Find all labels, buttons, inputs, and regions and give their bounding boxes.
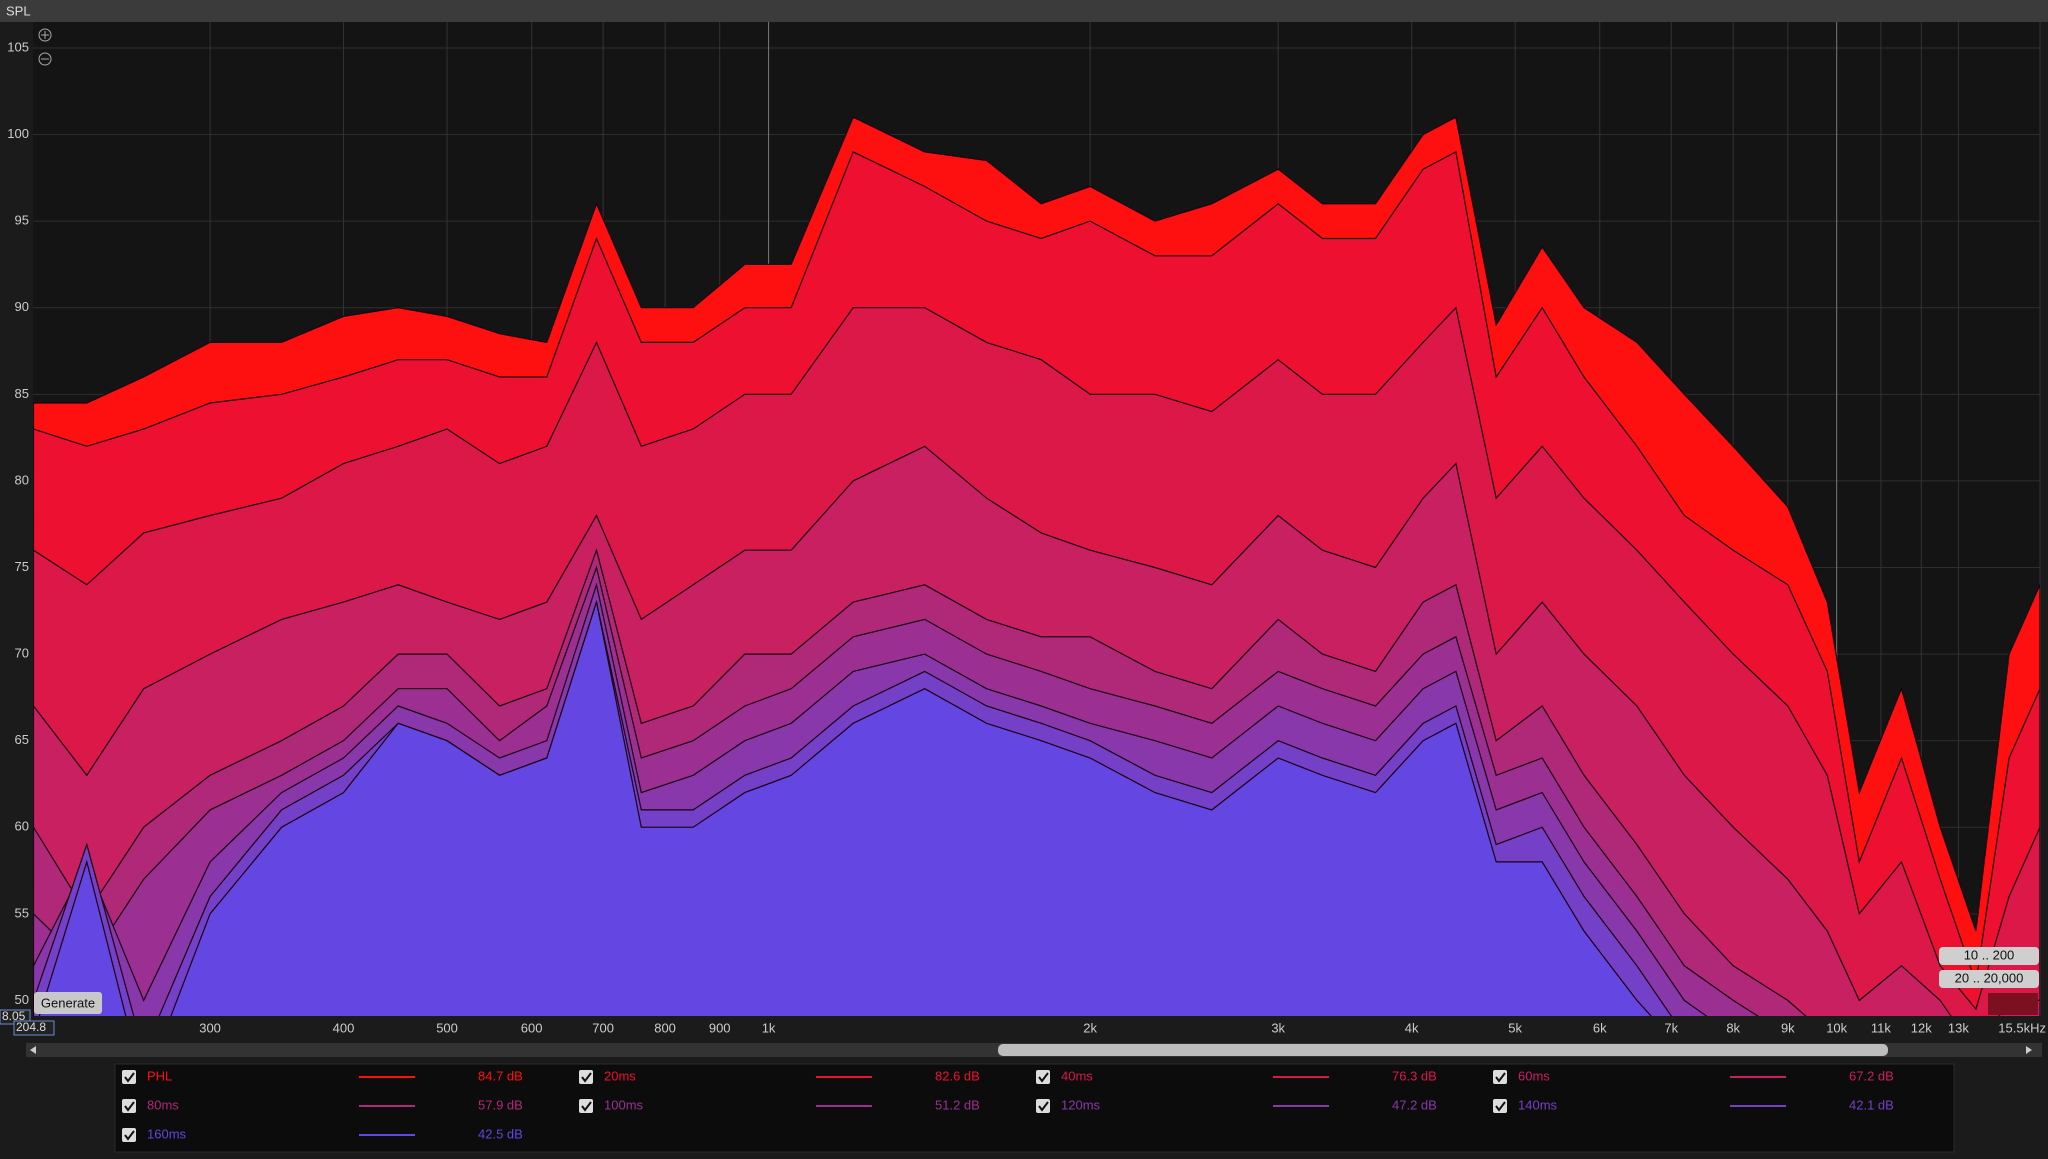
cursor-y: 8.05: [2, 1009, 26, 1023]
y-tick-label: 85: [15, 386, 29, 401]
x-tick-label: 2k: [1083, 1020, 1097, 1035]
y-tick-label: 80: [15, 472, 29, 487]
x-tick-label: 15.5kHz: [1998, 1020, 2046, 1035]
x-tick-label: 8k: [1726, 1020, 1740, 1035]
panel-title: SPL: [6, 3, 31, 18]
x-tick-label: 700: [592, 1020, 614, 1035]
legend-readout: 57.9 dB: [478, 1097, 523, 1112]
x-tick-label: 4k: [1405, 1020, 1419, 1035]
legend-name: 20ms: [604, 1068, 636, 1083]
legend-check: [1495, 1072, 1506, 1083]
y-tick-label: 100: [7, 126, 29, 141]
x-tick-label: 900: [709, 1020, 731, 1035]
x-tick-label: 12k: [1911, 1020, 1932, 1035]
legend-name: 40ms: [1061, 1068, 1093, 1083]
y-tick-label: 95: [15, 213, 29, 228]
legend-checkbox[interactable]: [122, 1099, 136, 1113]
scrollbar-thumb[interactable]: [998, 1044, 1888, 1056]
x-tick-label: 300: [199, 1020, 221, 1035]
legend-check: [581, 1072, 592, 1083]
y-tick-label: 50: [15, 992, 29, 1007]
x-tick-label: 7k: [1664, 1020, 1678, 1035]
legend-check: [1038, 1072, 1049, 1083]
y-tick-label: 55: [15, 905, 29, 920]
y-tick-label: 70: [15, 646, 29, 661]
title-strip: [0, 0, 2048, 22]
legend-readout: 47.2 dB: [1392, 1097, 1437, 1112]
cursor-x: 204.8: [16, 1020, 46, 1034]
legend-checkbox[interactable]: [579, 1070, 593, 1084]
zoom-in[interactable]: [38, 28, 52, 42]
legend-name: 140ms: [1518, 1097, 1558, 1112]
x-tick-label: 1k: [762, 1020, 776, 1035]
x-tick-label: 6k: [1593, 1020, 1607, 1035]
legend-checkbox[interactable]: [1493, 1099, 1507, 1113]
legend-checkbox[interactable]: [1036, 1070, 1050, 1084]
x-tick-label: 500: [436, 1020, 458, 1035]
range-button-label: 10 .. 200: [1964, 947, 2015, 962]
legend-name: PHL: [147, 1068, 172, 1083]
legend-checkbox[interactable]: [1493, 1070, 1507, 1084]
axis-labels: 50 55 60 65 70 75 80 85 90 95 100 105 300 400 500 600 70…: [7, 39, 2046, 1035]
x-tick-label: 13k: [1948, 1020, 1969, 1035]
x-tick-label: 5k: [1508, 1020, 1522, 1035]
zoom-panel[interactable]: [1988, 993, 2038, 1015]
y-tick-label: 75: [15, 559, 29, 574]
x-tick-label: 11k: [1871, 1020, 1891, 1035]
legend-readout: 76.3 dB: [1392, 1068, 1437, 1083]
legend-name: 80ms: [147, 1097, 179, 1112]
legend-checkbox[interactable]: [122, 1128, 136, 1142]
legend-checkbox[interactable]: [1036, 1099, 1050, 1113]
legend-readout: 42.1 dB: [1849, 1097, 1894, 1112]
y-tick-label: 60: [15, 819, 29, 834]
x-tick-label: 10k: [1826, 1020, 1847, 1035]
y-tick-label: 65: [15, 732, 29, 747]
legend-check: [1038, 1101, 1049, 1112]
legend-readout: 42.5 dB: [478, 1126, 523, 1141]
legend-readout: 84.7 dB: [478, 1068, 523, 1083]
legend: PHL 84.7 dB 20ms 82.6 dB 40ms 76.3 dB 60ms 67.2…: [122, 1068, 1894, 1142]
cursor-x-box: [13, 1020, 55, 1036]
legend-name: 120ms: [1061, 1097, 1101, 1112]
x-tick-label: 9k: [1781, 1020, 1795, 1035]
generate-button[interactable]: [34, 992, 102, 1014]
legend-checkbox[interactable]: [122, 1070, 136, 1084]
legend-panel: [114, 1063, 1955, 1153]
zoom-icons[interactable]: [38, 28, 52, 66]
areas: [33, 116, 2040, 1016]
legend-checkbox[interactable]: [579, 1099, 593, 1113]
legend-readout: 51.2 dB: [935, 1097, 980, 1112]
x-tick-label: 600: [521, 1020, 543, 1035]
legend-check: [124, 1072, 135, 1083]
x-tick-label: 400: [333, 1020, 355, 1035]
area: [38, 601, 1652, 1016]
y-tick-label: 90: [15, 299, 29, 314]
zoom-in-sign: [41, 31, 49, 39]
legend-check: [124, 1101, 135, 1112]
legend-readout: 82.6 dB: [935, 1068, 980, 1083]
y-tick-label: 105: [7, 39, 29, 54]
x-tick-label: 800: [654, 1020, 676, 1035]
legend-readout: 67.2 dB: [1849, 1068, 1894, 1083]
legend-check: [1495, 1101, 1506, 1112]
range-button-label: 20 .. 20,000: [1955, 970, 2024, 985]
legend-name: 160ms: [147, 1126, 187, 1141]
generate-label: Generate: [41, 995, 95, 1010]
range-button[interactable]: [1939, 947, 2039, 965]
range-button[interactable]: [1939, 970, 2039, 988]
x-tick-label: 3k: [1271, 1020, 1285, 1035]
legend-name: 100ms: [604, 1097, 644, 1112]
legend-check: [124, 1130, 135, 1141]
legend-check: [581, 1101, 592, 1112]
legend-name: 60ms: [1518, 1068, 1550, 1083]
zoom-out[interactable]: [38, 52, 52, 66]
